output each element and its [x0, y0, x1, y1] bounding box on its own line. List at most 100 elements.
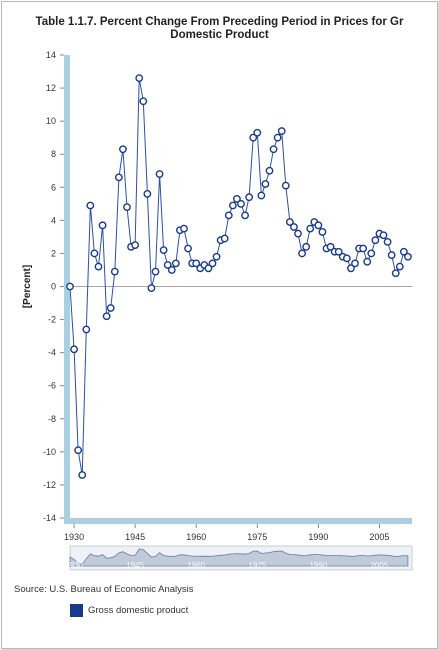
data-point[interactable]	[82, 325, 91, 334]
y-tick-label: -12	[43, 480, 56, 490]
data-point[interactable]	[151, 267, 160, 276]
data-point[interactable]	[387, 251, 396, 259]
data-point[interactable]	[285, 218, 294, 226]
data-point[interactable]	[135, 74, 144, 83]
data-point[interactable]	[261, 180, 270, 188]
plot-area: -14 -12 -10 -8 -6 -4 -2 0 2 4 6 8 10 12 14 1930 1945 1960…	[22, 50, 413, 571]
data-point[interactable]	[66, 282, 74, 291]
data-point[interactable]	[318, 228, 327, 236]
data-point[interactable]	[228, 201, 237, 210]
data-point[interactable]	[383, 237, 392, 246]
x-tick-label: 1960	[186, 532, 206, 542]
y-tick-label: 2	[51, 248, 56, 258]
data-point[interactable]	[404, 252, 412, 261]
data-point[interactable]	[147, 284, 156, 293]
data-point[interactable]	[90, 249, 99, 258]
x-tick-label: 1930	[64, 532, 84, 542]
data-point[interactable]	[290, 223, 298, 231]
data-point[interactable]	[110, 267, 119, 276]
data-point[interactable]	[249, 133, 258, 142]
data-point[interactable]	[192, 259, 201, 268]
data-point[interactable]	[257, 191, 266, 200]
data-point[interactable]	[131, 241, 140, 250]
data-point[interactable]	[163, 261, 172, 269]
data-point[interactable]	[237, 199, 245, 208]
data-point[interactable]	[224, 211, 233, 220]
x-tick-label: 1990	[308, 532, 328, 542]
data-point[interactable]	[102, 312, 111, 321]
data-point[interactable]	[123, 203, 131, 212]
data-point[interactable]	[159, 246, 168, 255]
data-point[interactable]	[314, 221, 323, 230]
data-point[interactable]	[204, 264, 213, 273]
data-point[interactable]	[119, 145, 127, 154]
data-point[interactable]	[253, 128, 262, 137]
data-point[interactable]	[180, 224, 188, 233]
y-tick-label: 14	[46, 50, 56, 60]
chart-title-line1: Table 1.1.7. Percent Change From Precedi…	[35, 16, 404, 28]
data-point[interactable]	[298, 249, 306, 258]
y-tick-label: 4	[51, 215, 56, 225]
data-point[interactable]	[233, 194, 241, 203]
data-point[interactable]	[334, 247, 343, 256]
data-point[interactable]	[294, 229, 302, 238]
data-point[interactable]	[379, 231, 388, 240]
data-point[interactable]	[391, 269, 400, 278]
data-point[interactable]	[342, 254, 351, 263]
data-point[interactable]	[74, 446, 83, 455]
data-point[interactable]	[98, 221, 107, 230]
data-point[interactable]	[281, 181, 290, 190]
data-point[interactable]	[265, 166, 274, 175]
data-point[interactable]	[208, 259, 217, 268]
data-point[interactable]	[371, 236, 380, 245]
line-chart: -14 -12 -10 -8 -6 -4 -2 0 2 4 6 8 10 12 14 1930 1945 1960…	[22, 50, 413, 571]
data-point[interactable]	[326, 242, 335, 251]
data-point[interactable]	[114, 173, 123, 182]
data-point[interactable]	[277, 127, 286, 135]
data-point[interactable]	[155, 170, 164, 178]
data-point[interactable]	[212, 252, 221, 261]
y-axis-title: [Percent]	[22, 265, 33, 308]
data-point[interactable]	[363, 257, 372, 266]
data-point[interactable]	[94, 262, 103, 271]
data-point[interactable]	[273, 133, 282, 142]
data-point[interactable]	[139, 97, 148, 106]
data-point[interactable]	[78, 471, 87, 479]
data-point[interactable]	[220, 234, 229, 243]
data-point[interactable]	[143, 189, 152, 198]
data-point[interactable]	[86, 201, 95, 210]
y-tick-label: -6	[48, 381, 56, 391]
data-point[interactable]	[167, 266, 176, 274]
data-point[interactable]	[351, 259, 359, 268]
data-point[interactable]	[184, 244, 192, 253]
y-tick-label: 0	[51, 282, 56, 292]
data-point[interactable]	[106, 304, 115, 312]
data-point[interactable]	[359, 244, 368, 253]
y-tick-label: -14	[43, 513, 56, 523]
data-point[interactable]	[70, 345, 78, 354]
data-point[interactable]	[306, 224, 315, 233]
legend-swatch	[70, 604, 83, 617]
y-tick-label: 6	[51, 182, 56, 192]
data-point[interactable]	[171, 259, 180, 268]
navigator-x-label: 1945	[126, 561, 144, 570]
data-point[interactable]	[269, 145, 278, 154]
y-tick-label: 8	[51, 149, 56, 159]
navigator-x-label: 1930	[65, 561, 83, 570]
navigator-x-label: 1960	[187, 561, 205, 570]
legend[interactable]: Gross domestic product	[70, 604, 188, 617]
x-tick-label: 1945	[125, 532, 145, 542]
series-line	[69, 78, 409, 476]
data-point[interactable]	[347, 264, 355, 273]
x-axis-band	[64, 518, 412, 524]
data-point[interactable]	[367, 249, 376, 258]
data-point[interactable]	[302, 242, 311, 251]
data-point[interactable]	[241, 211, 249, 220]
chart-title-line2: Domestic Product	[170, 29, 269, 41]
data-point[interactable]	[395, 262, 404, 271]
x-tick-label: 2005	[369, 532, 389, 542]
data-point[interactable]	[245, 193, 254, 202]
navigator-area	[69, 548, 409, 567]
data-point[interactable]	[399, 247, 408, 256]
navigator-x-label: 1975	[248, 561, 266, 570]
